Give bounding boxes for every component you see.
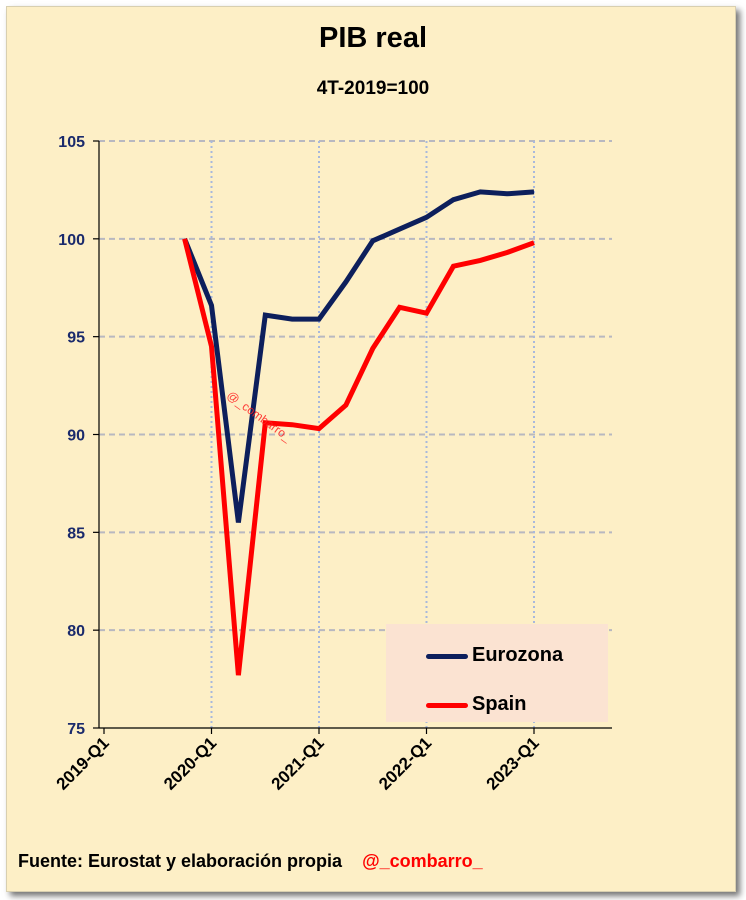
footer-handle: @_combarro_ bbox=[362, 851, 483, 871]
y-tick-label: 95 bbox=[67, 330, 85, 347]
legend-swatch-spain bbox=[426, 703, 468, 708]
y-tick-label: 80 bbox=[67, 623, 85, 640]
x-tick-label: 2020-Q1 bbox=[160, 733, 220, 793]
chart-title: PIB real bbox=[319, 22, 427, 54]
series-lines bbox=[182, 189, 535, 676]
legend-item-eurozona: Eurozona bbox=[386, 641, 608, 671]
footer-source: Fuente: Eurostat y elaboración propia bbox=[18, 851, 343, 871]
x-tick-label: 2022-Q1 bbox=[375, 733, 435, 793]
series-line-spain bbox=[182, 238, 535, 676]
watermark-text: @_combarro_ bbox=[224, 388, 294, 444]
footer: Fuente: Eurostat y elaboración propia @_c… bbox=[18, 851, 483, 872]
x-tick-label: 2021-Q1 bbox=[268, 733, 328, 793]
axes bbox=[93, 140, 612, 734]
legend-label-spain: Spain bbox=[472, 693, 527, 715]
watermark: @_combarro_ bbox=[224, 388, 294, 444]
y-tick-label: 90 bbox=[67, 428, 85, 445]
chart-subtitle: 4T-2019=100 bbox=[316, 78, 430, 99]
y-tick-labels: 75 80 85 90 95 100 105 bbox=[58, 134, 85, 738]
legend-item-spain: Spain bbox=[386, 690, 608, 720]
y-tick-label: 85 bbox=[67, 525, 85, 542]
legend-swatch-eurozona bbox=[426, 654, 468, 659]
x-tick-labels: 2019-Q1 2020-Q1 2021-Q1 2022-Q1 2023-Q1 bbox=[53, 733, 543, 793]
chart-legend: Eurozona Spain bbox=[386, 624, 608, 722]
y-tick-label: 105 bbox=[58, 134, 85, 151]
y-tick-label: 100 bbox=[58, 232, 85, 249]
x-tick-label: 2019-Q1 bbox=[53, 733, 113, 793]
x-tick-label: 2023-Q1 bbox=[483, 733, 543, 793]
chart-frame bbox=[6, 6, 736, 892]
series-line-eurozona bbox=[182, 189, 535, 523]
legend-label-eurozona: Eurozona bbox=[472, 644, 564, 666]
y-tick-label: 75 bbox=[67, 721, 85, 738]
